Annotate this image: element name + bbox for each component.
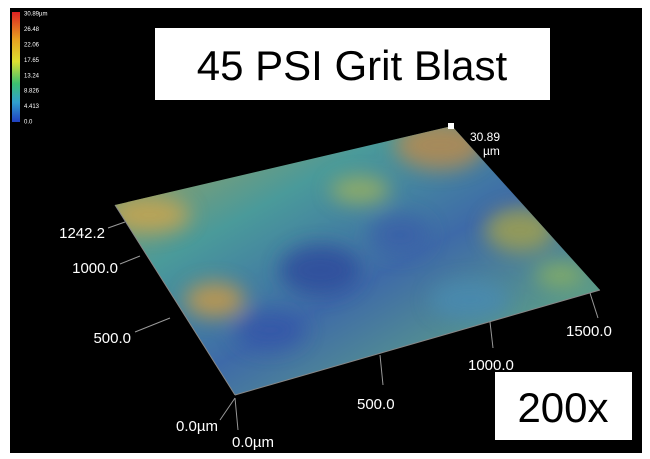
x-tick-label: 0.0µm (232, 434, 274, 451)
colorbar-label: 4.413 (24, 104, 40, 110)
colorbar-label: 0.0 (24, 120, 33, 126)
peak-marker (448, 123, 454, 129)
x-tick-label: 500.0 (357, 396, 395, 413)
screenshot: 30.89µm 26.48 22.06 17.65 13.24 8.826 4.413 0.0… (0, 0, 650, 459)
title: 45 PSI Grit Blast (197, 42, 508, 89)
colorbar-label: 17.65 (24, 58, 40, 64)
colorbar-label: 26.48 (24, 27, 40, 33)
magnification: 200x (517, 384, 608, 431)
colorbar-label: 22.06 (24, 42, 40, 48)
x-tick-label: 1500.0 (566, 323, 612, 340)
y-tick-label: 1242.2 (59, 225, 105, 242)
y-tick-label: 0.0µm (176, 418, 218, 435)
colorbar (12, 12, 20, 122)
colorbar-label: 8.826 (24, 89, 40, 95)
colorbar-label: 13.24 (24, 73, 40, 79)
peak-value: 30.89 (470, 130, 500, 144)
colorbar-label: 30.89µm (24, 12, 47, 18)
x-tick-label: 1000.0 (468, 357, 514, 374)
y-tick-label: 1000.0 (72, 260, 118, 277)
y-tick-label: 500.0 (93, 330, 131, 347)
peak-unit: µm (483, 144, 500, 158)
